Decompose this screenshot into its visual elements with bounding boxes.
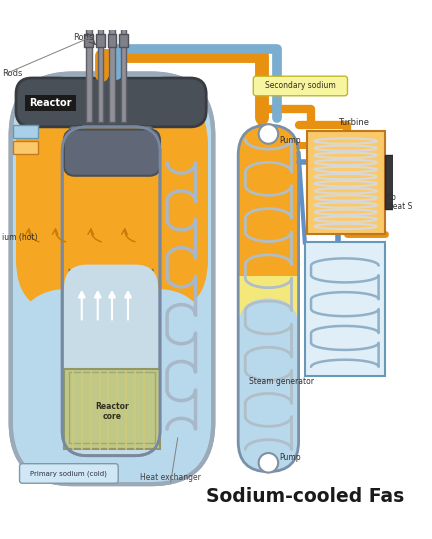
FancyBboxPatch shape (64, 265, 158, 455)
Text: Rods: Rods (73, 33, 93, 43)
Text: Steam generator: Steam generator (249, 377, 314, 386)
Text: Heat exchanger: Heat exchanger (140, 473, 201, 482)
Bar (25, 95, 76, 111)
Bar (238, 276, 299, 374)
Text: Turbine: Turbine (338, 118, 369, 127)
Bar (121, 16, 126, 122)
FancyBboxPatch shape (19, 464, 118, 483)
Text: Co: Co (387, 194, 397, 203)
Text: Primary sodium (cold): Primary sodium (cold) (30, 470, 107, 476)
Text: Reactor
core: Reactor core (95, 402, 129, 421)
FancyBboxPatch shape (16, 78, 206, 127)
FancyBboxPatch shape (64, 129, 160, 176)
Bar (96, 33, 105, 47)
FancyBboxPatch shape (238, 299, 299, 472)
FancyBboxPatch shape (16, 91, 208, 314)
FancyBboxPatch shape (238, 125, 299, 299)
FancyBboxPatch shape (69, 127, 80, 318)
Bar (86, 16, 92, 122)
Bar (69, 372, 155, 443)
Text: Heat S: Heat S (387, 202, 412, 211)
Bar (13, 141, 38, 154)
Text: Pump: Pump (279, 453, 301, 462)
Bar (109, 16, 114, 122)
Circle shape (259, 453, 278, 473)
Text: ium (hot): ium (hot) (2, 233, 37, 243)
Text: Secondary sodium: Secondary sodium (265, 81, 336, 91)
Text: Reactor: Reactor (29, 98, 72, 108)
FancyBboxPatch shape (11, 73, 213, 484)
FancyBboxPatch shape (142, 127, 153, 318)
Bar (108, 33, 116, 47)
Bar (13, 125, 38, 137)
FancyBboxPatch shape (64, 171, 158, 269)
Bar (307, 132, 385, 233)
Bar (64, 369, 160, 448)
Bar (98, 16, 103, 122)
Text: Sodium-cooled Fas: Sodium-cooled Fas (206, 487, 404, 506)
FancyBboxPatch shape (16, 288, 208, 484)
Text: Pump: Pump (279, 136, 301, 144)
Bar (84, 33, 93, 47)
Circle shape (259, 124, 278, 144)
FancyBboxPatch shape (253, 76, 347, 96)
Bar (385, 155, 393, 209)
Text: Rods: Rods (2, 69, 22, 78)
Bar (119, 33, 128, 47)
Bar (305, 243, 385, 376)
